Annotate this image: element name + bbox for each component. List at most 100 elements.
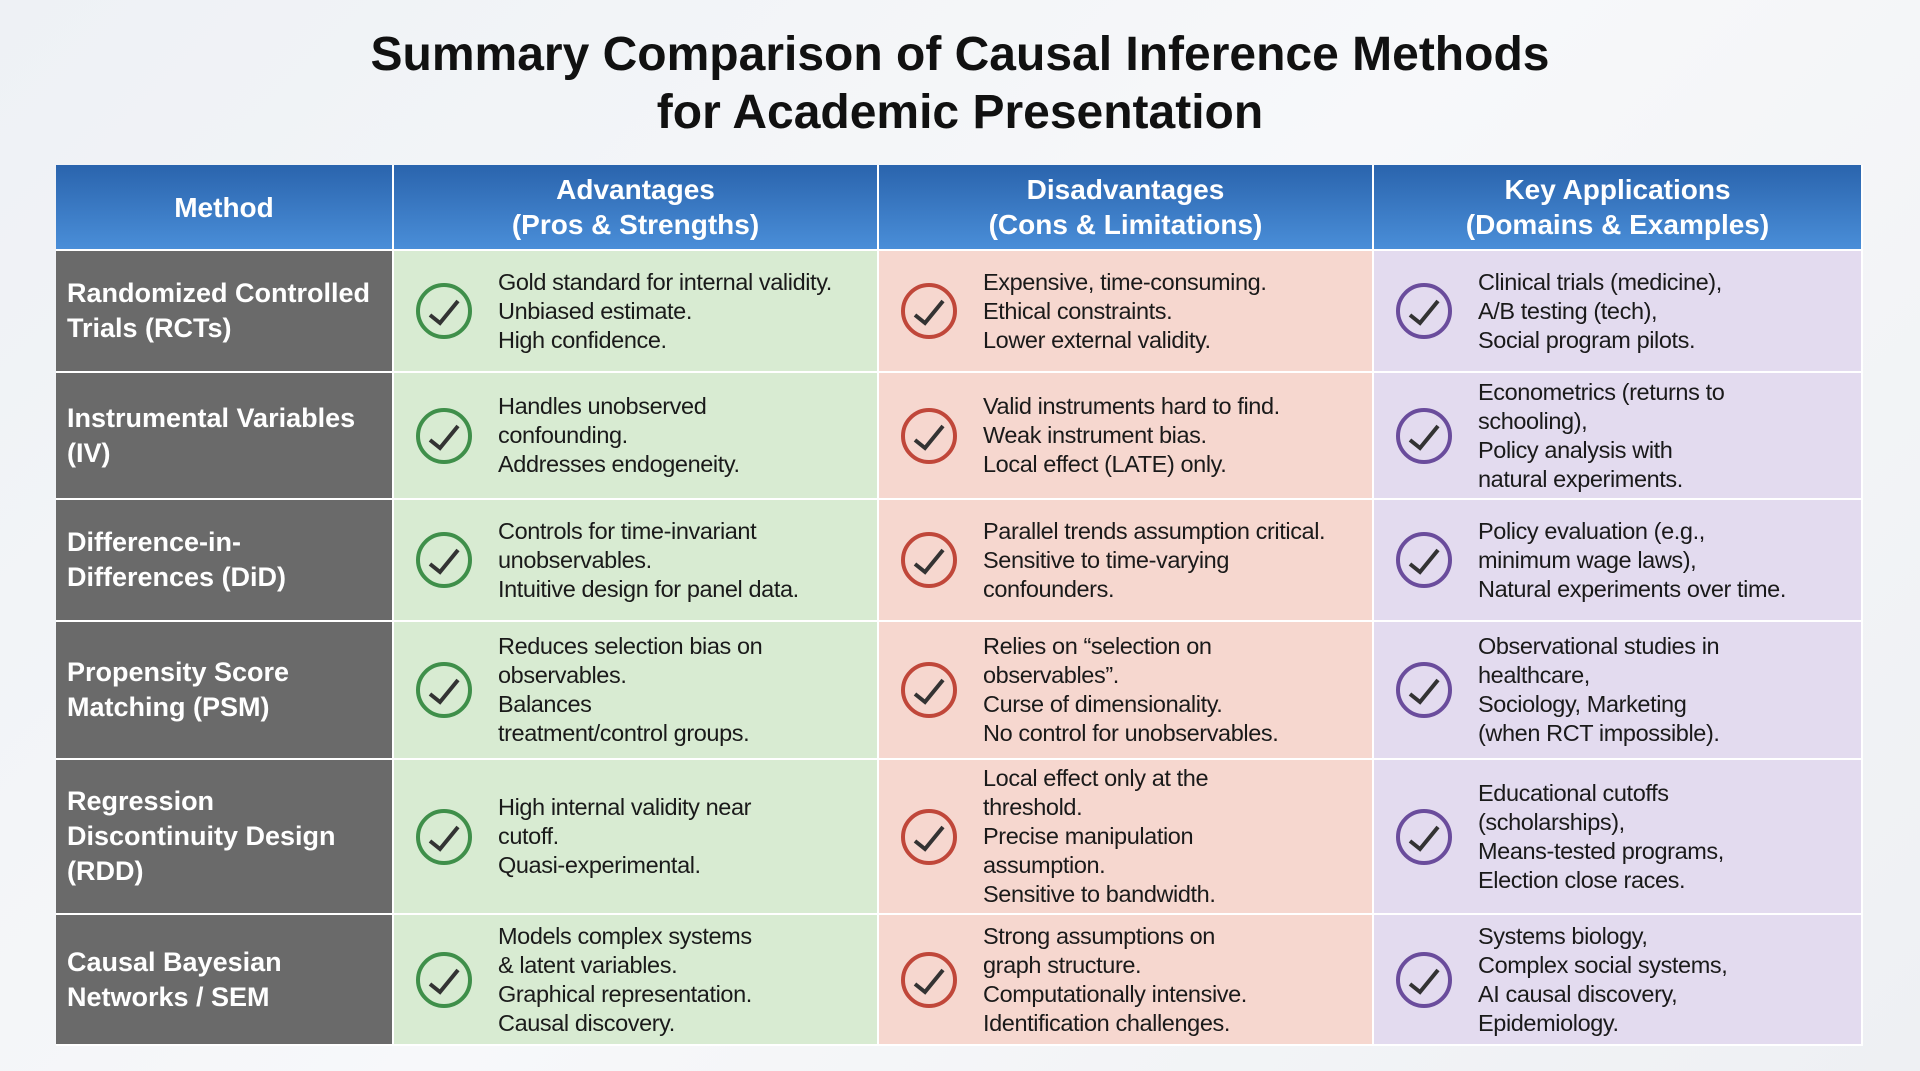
text-line: Randomized Controlled [67,278,370,308]
header-cell: Method [56,165,394,251]
text-line: Relies on “selection on [983,633,1212,659]
data-cell: Valid instruments hard to find. Weak inst… [879,373,1374,500]
text-line: Ethical constraints. [983,297,1173,324]
text-line: Instrumental Variables [67,402,356,433]
text-line: treatment/control groups. [498,720,750,746]
text-line: Parallel trends assumption critical. [983,517,1326,544]
data-cell: Strong assumptions on graph structure. Com… [879,915,1374,1046]
icon [1396,951,1452,1008]
text-line: Election close races. [1478,866,1686,893]
text-line: Sensitive to time-varying [983,546,1229,573]
text-line: Lower external validity. [983,326,1211,353]
data-cell: Systems biology, Complex social systems, A… [1374,915,1863,1046]
method-cell: Causal Bayesian Networks / SEM [56,915,394,1046]
text-line: Balances [498,691,592,717]
icon [901,808,957,865]
header-cell: Disadvantages (Cons & Limitations) [879,165,1374,251]
text-line: graph structure. [983,951,1142,978]
text-line: (IV) [67,437,111,468]
icon [901,662,957,718]
text-line: Policy analysis with [1478,436,1673,463]
text-line: Identification challenges. [983,1009,1230,1036]
data-cell: Educational cutoffs (scholarships), Means-… [1374,760,1863,915]
method-cell: Regression Discontinuity Design (RDD) [56,760,394,915]
data-cell: Econometrics (returns to schooling), Polic… [1374,373,1863,500]
icon [1396,407,1452,464]
text-line: Quasi-experimental. [498,852,701,878]
text-line: Complex social systems, [1478,951,1728,978]
icon [416,808,472,865]
text-line: Graphical representation. [498,980,752,1007]
header-cell: Advantages (Pros & Strengths) [394,165,879,251]
text-line: Intuitive design for panel data. [498,575,799,602]
text-line: High confidence. [498,326,667,353]
icon [416,662,472,718]
data-cell: Handles unobserved confounding. Addresses … [394,373,879,500]
method-cell: Difference-in- Differences (DiD) [56,500,394,622]
text-line: Handles unobserved [498,393,707,419]
text-line: Strong assumptions on [983,922,1215,949]
data-cell: Models complex systems & latent variables… [394,915,879,1046]
text-line: Causal Bayesian [67,946,282,977]
text-line: Difference-in- [67,527,242,557]
icon [416,532,472,588]
method-cell: Instrumental Variables (IV) [56,373,394,500]
text-line: Local effect (LATE) only. [983,451,1227,477]
text-line: Models complex systems [498,922,752,949]
icon [1396,662,1452,718]
icon [416,407,472,464]
text-line: Epidemiology. [1478,1009,1619,1036]
method-cell: Propensity Score Matching (PSM) [56,622,394,760]
data-cell: Gold standard for internal validity. Unbi… [394,251,879,373]
text-line: Educational cutoffs [1478,779,1669,806]
text-line: healthcare, [1478,662,1590,688]
icon [901,283,957,339]
icon [901,407,957,464]
icon [901,532,957,588]
text-line: threshold. [983,794,1083,820]
text-line: Addresses endogeneity. [498,451,740,477]
text-line: (when RCT impossible). [1478,720,1720,746]
text-line: Policy evaluation (e.g., [1478,517,1705,544]
title: Summary Comparison of Causal Inference M… [0,26,1920,142]
comparison-table: Method Advantages (Pros & Strengths) Disadv… [56,165,1863,1046]
text-line: confounders. [983,575,1115,602]
text-line: (Cons & Limitations) [988,209,1263,240]
text-line: Trials (RCTs) [67,313,232,343]
method-cell: Randomized Controlled Trials (RCTs) [56,251,394,373]
text-line: Weak instrument bias. [983,422,1207,448]
text-line: (Domains & Examples) [1465,209,1770,240]
text-line: (scholarships), [1478,808,1625,835]
text-line: AI causal discovery, [1478,980,1678,1007]
text-line: Systems biology, [1478,922,1648,949]
text-line: Observational studies in [1478,633,1720,659]
text-line: Sociology, Marketing [1478,691,1687,717]
data-cell: Local effect only at the threshold. Precis… [879,760,1374,915]
text-line: Econometrics (returns to [1478,378,1725,405]
text-line: Means-tested programs, [1478,837,1724,864]
text-line: Regression [67,786,215,816]
data-cell: Observational studies in healthcare, Socio… [1374,622,1863,760]
icon [1396,532,1452,588]
text-line: Networks / SEM [67,981,270,1012]
text-line: (RDD) [67,856,144,886]
text-line: confounding. [498,422,628,448]
icon [1396,808,1452,865]
text-line: Discontinuity Design [67,821,336,851]
text-line: Expensive, time-consuming. [983,268,1267,295]
data-cell: Parallel trends assumption critical. Sens… [879,500,1374,622]
text-line: Sensitive to bandwidth. [983,881,1216,907]
text-line: Valid instruments hard to find. [983,393,1280,419]
text-line: Reduces selection bias on [498,633,763,659]
text-line: unobservables. [498,546,652,573]
text-line: Precise manipulation [983,823,1194,849]
data-cell: Clinical trials (medicine), A/B testing (… [1374,251,1863,373]
text-line: cutoff. [498,823,559,849]
text-line: Curse of dimensionality. [983,691,1223,717]
text-line: observables. [498,662,627,688]
text-line: Clinical trials (medicine), [1478,268,1722,295]
text-line: Natural experiments over time. [1478,575,1786,602]
icon [901,951,957,1008]
text-line: A/B testing (tech), [1478,297,1658,324]
